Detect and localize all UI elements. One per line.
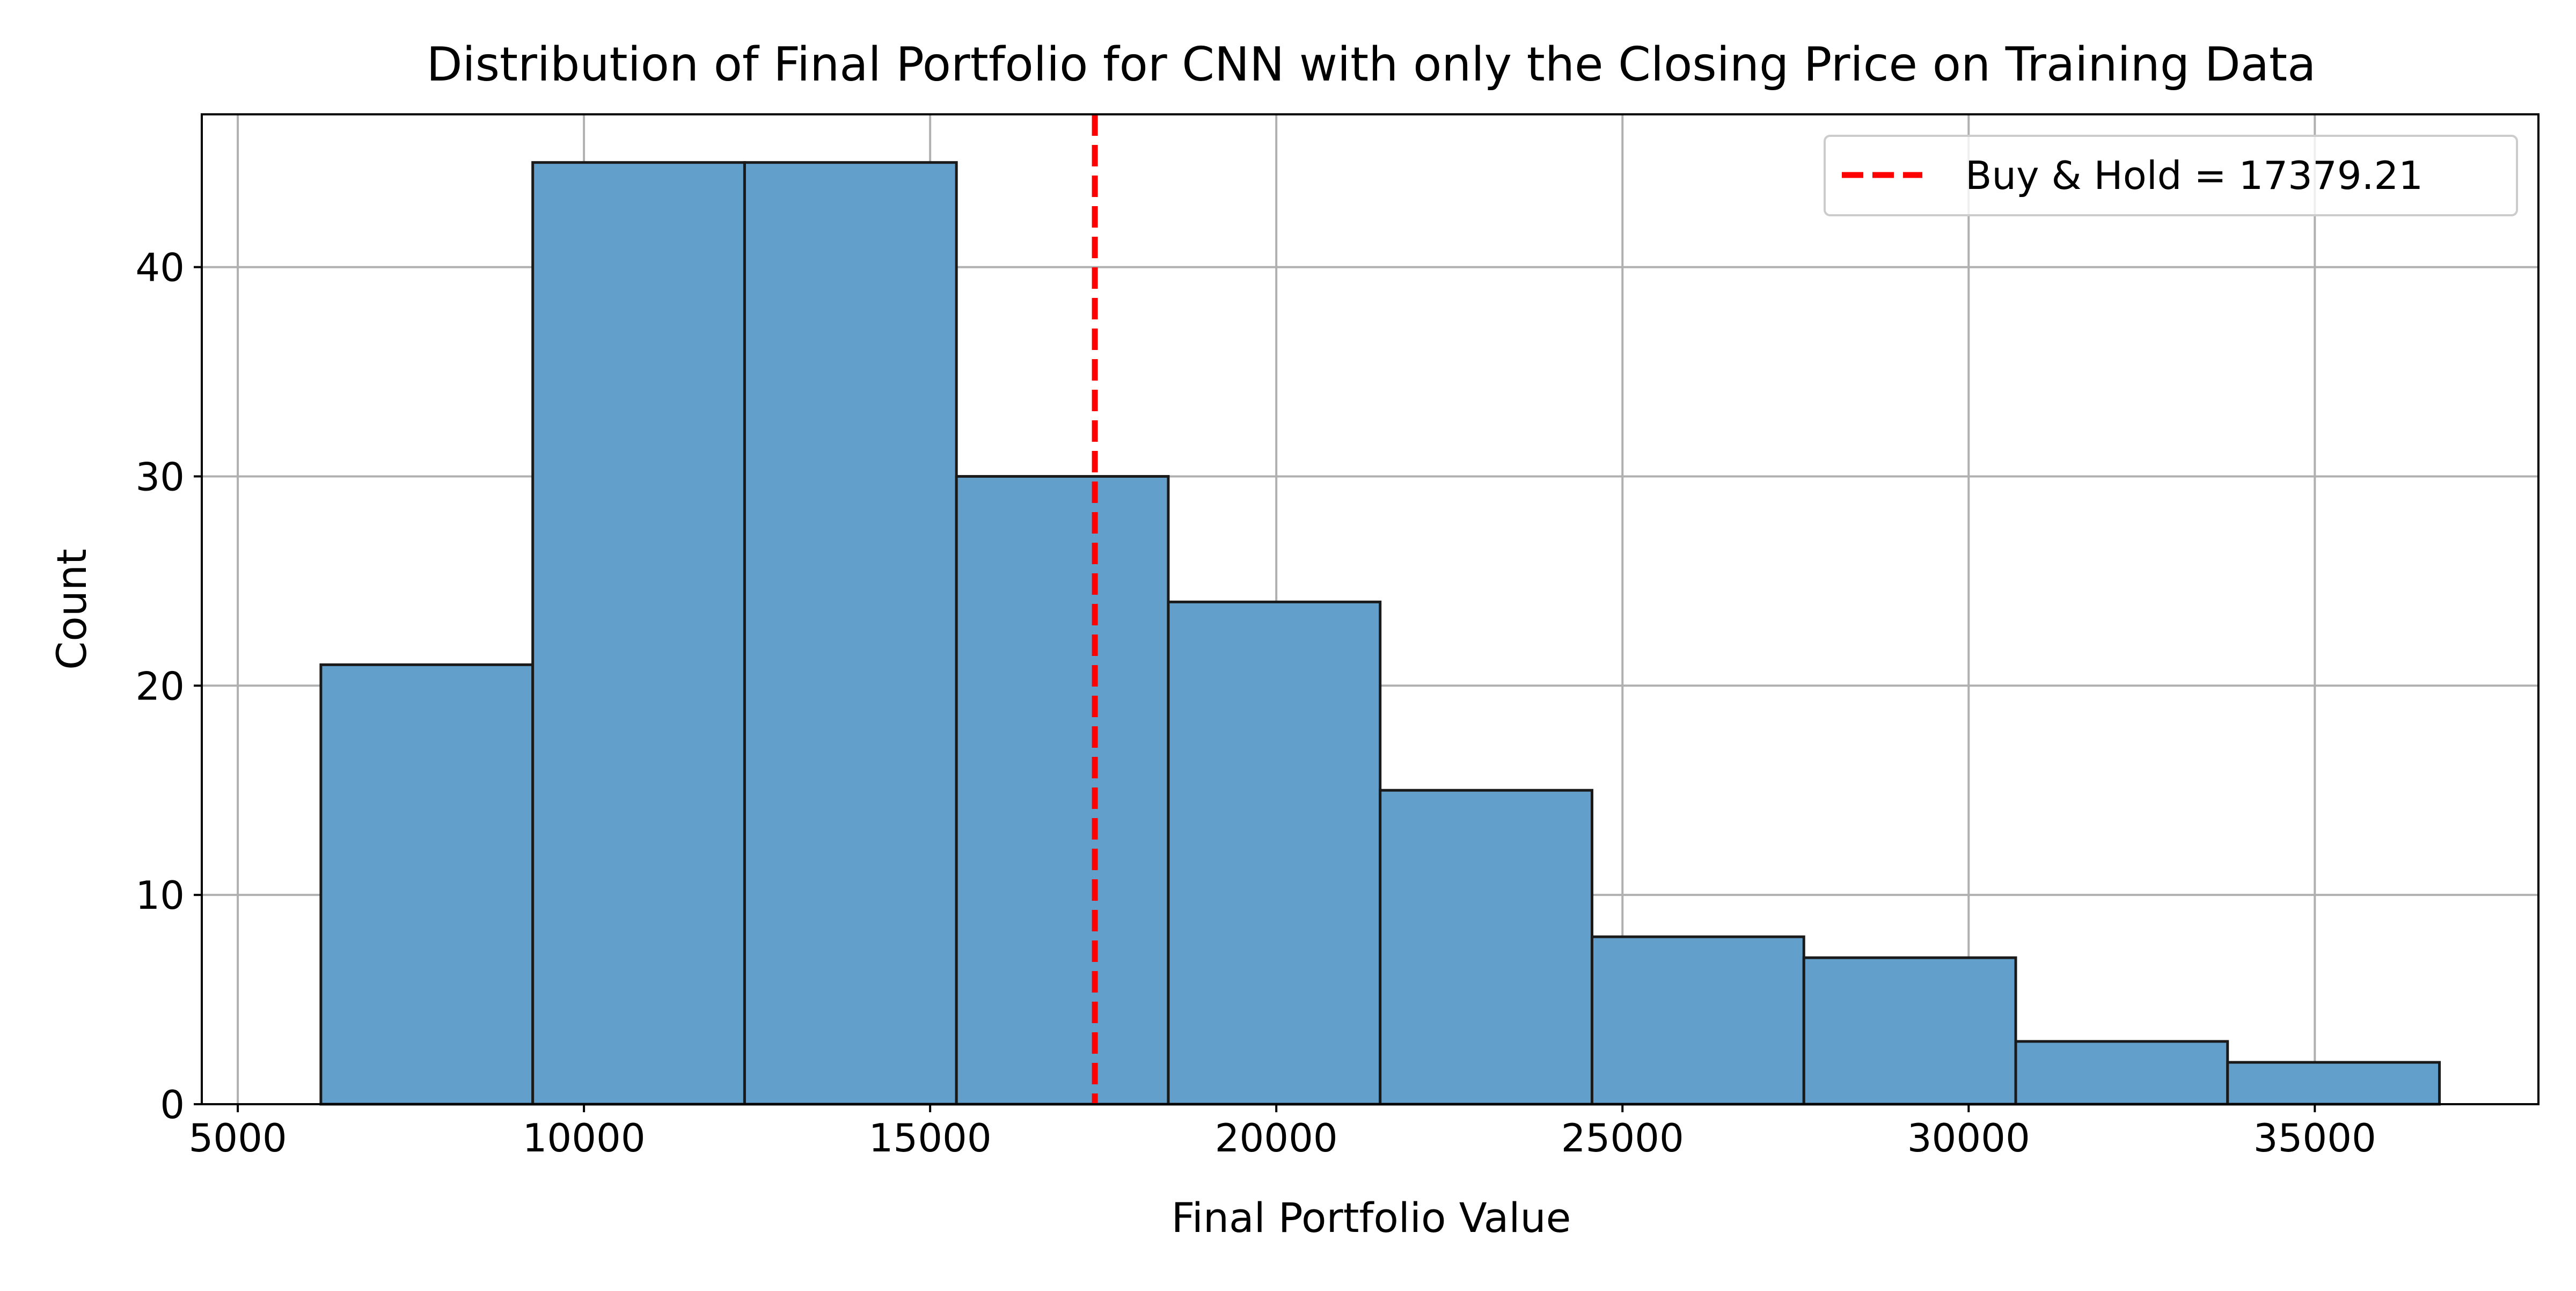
ticks-layer: 5000 10000 15000 20000 25000 30000 35000 0 10 20 3… [135,245,2376,1161]
x-tick-label: 35000 [2253,1115,2376,1161]
histogram-bar [1590,935,1805,1106]
legend-box [1824,135,2518,216]
histogram-bar [2226,1061,2441,1106]
histogram-bar [1379,789,1593,1106]
x-tick-label: 20000 [1215,1115,1338,1161]
y-tick-label: 10 [135,873,185,918]
histogram-bar [955,475,1170,1106]
y-tick-label: 20 [135,663,185,709]
x-tick-label: 5000 [188,1115,287,1161]
histogram-bar [531,161,746,1106]
histogram-bar [1802,956,2017,1106]
histogram-bar [319,663,535,1106]
histogram-bar [1167,600,1382,1106]
legend: Buy & Hold = 17379.21 [1824,135,2518,216]
histogram-bar [2014,1040,2229,1106]
x-tick-label: 30000 [1907,1115,2030,1161]
x-tick-label: 10000 [523,1115,646,1161]
y-tick-label: 0 [160,1082,185,1127]
chart-title: Distribution of Final Portfolio for CNN … [427,37,2316,92]
legend-label: Buy & Hold = 17379.21 [1965,153,2423,198]
x-axis-label: Final Portfolio Value [1172,1194,1571,1242]
y-axis-label: Count [48,549,96,670]
x-tick-label: 15000 [869,1115,992,1161]
x-tick-label: 25000 [1561,1115,1684,1161]
y-tick-label: 30 [135,454,185,499]
histogram-bar [743,161,958,1106]
bars-layer [319,161,2441,1106]
y-tick-label: 40 [135,245,185,290]
plot-frame [201,113,2540,1105]
